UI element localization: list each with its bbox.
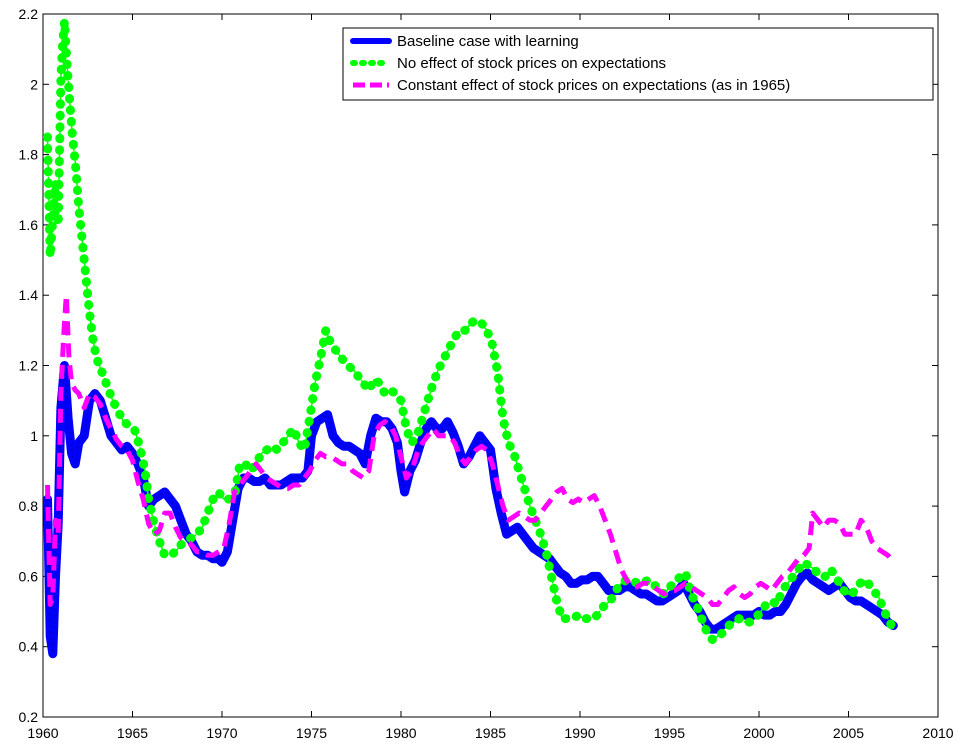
series-line-3 — [45, 292, 896, 607]
axis-ticks: 1960 1965 1970 1975 1980 1985 1990 1995 2000 2005… — [19, 6, 954, 741]
y-tick-label: 0.8 — [19, 498, 39, 514]
legend-label-3: Constant effect of stock prices on expec… — [397, 77, 790, 94]
series-line-1-markers — [46, 365, 894, 654]
y-tick-label: 1 — [30, 428, 38, 444]
x-tick-label: 2000 — [743, 725, 774, 741]
y-tick-label: 0.2 — [19, 709, 39, 725]
y-tick-label: 1.2 — [19, 358, 39, 374]
y-tick-label: 1.6 — [19, 217, 39, 233]
x-tick-label: 1995 — [654, 725, 685, 741]
x-tick-label: 1975 — [296, 725, 327, 741]
y-tick-label: 0.4 — [19, 639, 39, 655]
series-line-2-dash — [46, 20, 894, 641]
x-tick-label: 2005 — [833, 725, 864, 741]
y-tick-label: 2.2 — [19, 6, 39, 22]
plot-area — [42, 13, 939, 718]
x-tick-label: 2010 — [922, 725, 953, 741]
series-layer — [43, 16, 898, 659]
x-tick-label: 1980 — [385, 725, 416, 741]
x-tick-label: 1990 — [564, 725, 595, 741]
x-tick-label: 1970 — [206, 725, 237, 741]
y-tick-label: 1.4 — [19, 287, 39, 303]
legend-label-1: Baseline case with learning — [397, 33, 579, 50]
x-tick-label: 1960 — [27, 725, 58, 741]
legend: Baseline case with learning No effect of … — [342, 27, 934, 101]
x-tick-label: 1965 — [117, 725, 148, 741]
x-tick-label: 1985 — [475, 725, 506, 741]
y-tick-label: 2 — [30, 76, 38, 92]
y-tick-label: 1.8 — [19, 147, 39, 163]
legend-label-2: No effect of stock prices on expectation… — [397, 55, 666, 72]
y-tick-label: 0.6 — [19, 568, 39, 584]
legend-box — [342, 27, 934, 101]
